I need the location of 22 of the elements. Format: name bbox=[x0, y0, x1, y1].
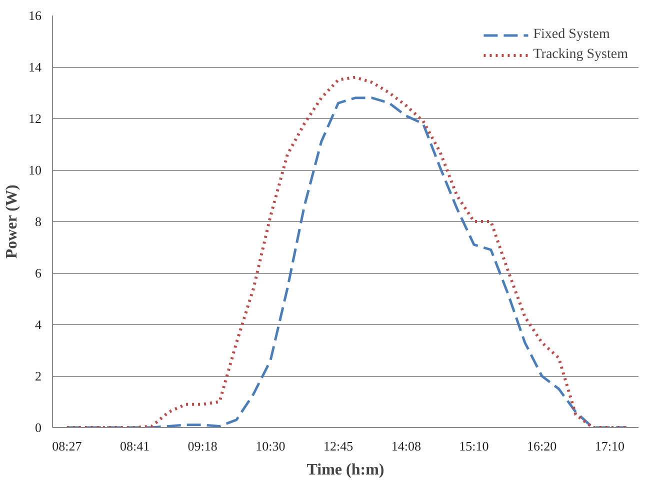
y-tick-label: 8 bbox=[35, 214, 42, 229]
x-tick-label: 08:41 bbox=[120, 438, 150, 454]
y-tick-label: 10 bbox=[28, 162, 42, 178]
x-tick-label: 10:30 bbox=[256, 438, 286, 454]
x-tick-label: 12:45 bbox=[323, 438, 354, 454]
y-tick-label: 0 bbox=[35, 420, 42, 435]
x-tick-label: 14:08 bbox=[391, 438, 421, 454]
y-axis-title: Power (W) bbox=[4, 184, 20, 259]
x-tick-label: 15:10 bbox=[459, 438, 489, 454]
x-tick-label: 17:10 bbox=[594, 438, 624, 454]
y-tick-label: 12 bbox=[28, 111, 42, 126]
legend-label: Fixed System bbox=[533, 27, 610, 43]
y-tick-label: 16 bbox=[28, 8, 42, 23]
y-tick-label: 14 bbox=[28, 60, 42, 74]
y-tick-label: 4 bbox=[35, 317, 42, 332]
legend-label: Tracking System bbox=[533, 47, 628, 63]
x-tick-label: 08:27 bbox=[52, 438, 82, 454]
y-tick-label: 2 bbox=[35, 368, 42, 384]
y-tick-label: 6 bbox=[35, 266, 42, 280]
x-axis-title: Time (h:m) bbox=[306, 462, 384, 478]
x-tick-label: 16:20 bbox=[527, 438, 557, 454]
x-tick-label: 09:18 bbox=[188, 438, 218, 454]
